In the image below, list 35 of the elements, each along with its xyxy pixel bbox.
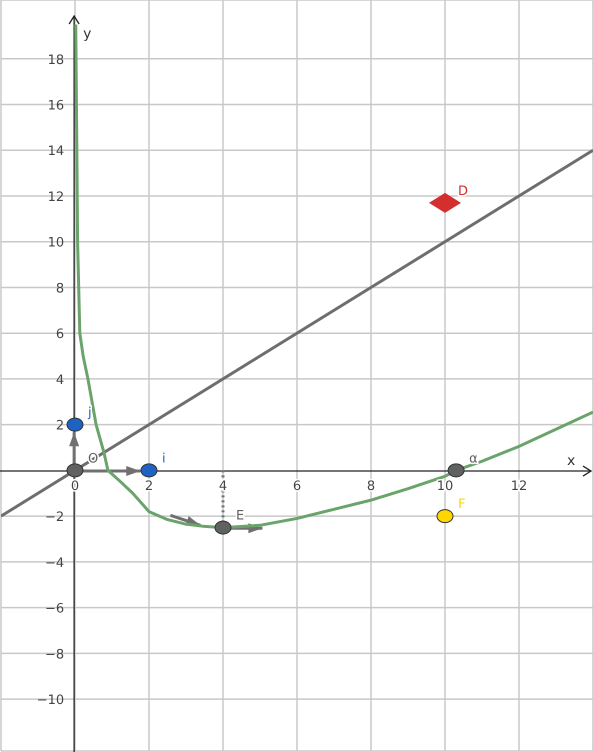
series-label: D: [458, 184, 468, 199]
y-tick-label: −4: [44, 556, 64, 571]
point: [436, 509, 454, 524]
y-tick-label: 14: [48, 144, 64, 160]
x-tick-label: 8: [366, 479, 376, 494]
x-axis-title: x: [567, 453, 576, 470]
y-tick-label: 12: [48, 190, 64, 205]
point: [448, 463, 465, 478]
x-tick-label: 2: [144, 479, 154, 494]
x-tick-label: 10: [436, 479, 454, 494]
series-label: F: [458, 497, 466, 512]
y-tick-label: 16: [48, 98, 64, 114]
x-tick-label: 12: [510, 479, 528, 494]
y-tick-label: 4: [56, 372, 64, 388]
series-label: α: [469, 451, 478, 466]
y-tick-label: −2: [44, 510, 64, 526]
y-tick-label: 8: [56, 281, 64, 296]
point: [140, 463, 158, 478]
y-tick-label: 10: [48, 236, 64, 251]
point: [66, 418, 84, 432]
point: [66, 463, 84, 478]
series-label: i: [162, 451, 166, 466]
y-axis-title: y: [83, 26, 92, 42]
x-tick-label: 4: [218, 479, 228, 494]
series-label: E: [236, 508, 244, 524]
series-label: O: [88, 451, 98, 466]
y-tick-label: −10: [36, 693, 64, 708]
y-tick-label: 2: [56, 418, 64, 434]
point: [214, 520, 232, 535]
y-tick-label: −6: [44, 602, 64, 617]
series-label: j: [87, 406, 92, 421]
y-tick-label: 6: [56, 327, 64, 342]
x-tick-label: 6: [292, 479, 302, 494]
y-tick-label: −8: [44, 647, 64, 662]
y-tick-label: 18: [48, 52, 64, 68]
